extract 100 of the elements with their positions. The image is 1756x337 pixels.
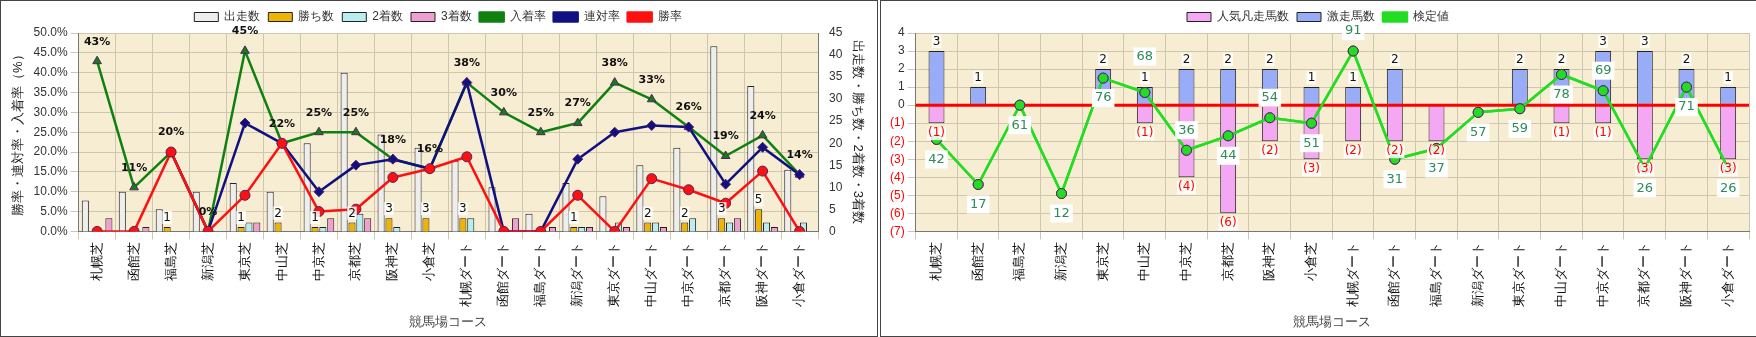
x-tick-label: 阪神ダート — [1678, 242, 1694, 308]
x-tick-label: 函館ダート — [1386, 242, 1402, 308]
data-label: 2 — [1266, 52, 1274, 67]
x-tick-label: 新潟ダート — [569, 242, 585, 308]
y-tick-label: 5.0% — [40, 203, 68, 218]
y2-tick-label: 5 — [829, 201, 837, 216]
x-tick-label: 中山芝 — [1136, 242, 1152, 282]
x-tick-label: 中山ダート — [643, 242, 659, 308]
data-label: 2 — [1516, 52, 1524, 67]
data-label: 24% — [749, 108, 776, 122]
legend-label: 人気凡走馬数 — [1217, 9, 1289, 24]
data-label: 1 — [1307, 70, 1316, 85]
data-label: 26 — [1636, 179, 1654, 195]
legend-label: 2着数 — [372, 9, 404, 24]
legend-label: 勝率 — [657, 9, 682, 24]
data-label: 2 — [643, 205, 652, 220]
y2-tick-label: 30 — [829, 91, 843, 106]
legend-label: 入着率 — [509, 9, 546, 24]
data-label: (2) — [1428, 143, 1445, 158]
data-label: 27% — [564, 96, 591, 110]
data-label: 1 — [1141, 70, 1149, 85]
y2-tick-label: 35 — [829, 69, 843, 84]
y2-tick-label: 20 — [829, 135, 843, 150]
data-label: 5 — [754, 192, 763, 207]
data-label: 3 — [422, 201, 430, 216]
data-label: 42 — [928, 150, 945, 166]
data-label: 68 — [1136, 47, 1154, 63]
data-label: (2) — [1261, 143, 1279, 158]
data-label: 2 — [1224, 52, 1232, 67]
data-label: 1 — [163, 210, 171, 225]
data-label: 33% — [638, 72, 665, 86]
legend-label: 出走数 — [224, 9, 261, 24]
y-tick-label: (2) — [889, 133, 905, 148]
data-label: 51 — [1303, 134, 1320, 150]
x-tick-label: 新潟芝 — [199, 242, 215, 282]
data-label: 71 — [1678, 98, 1695, 114]
data-label: (2) — [1386, 143, 1404, 158]
x-tick-label: 中京ダート — [680, 242, 696, 308]
y-tick-label: (1) — [889, 115, 905, 130]
data-label: 76 — [1094, 89, 1112, 105]
x-tick-label: 小倉芝 — [1303, 242, 1319, 282]
data-label: (1) — [1136, 125, 1154, 140]
x-tick-label: 函館芝 — [125, 242, 141, 282]
x-tick-label: 新潟芝 — [1053, 242, 1069, 282]
x-tick-label: 東京ダート — [1511, 242, 1527, 308]
y-tick-label: 3 — [897, 43, 905, 58]
data-label: 91 — [1344, 22, 1362, 38]
data-label: 26% — [675, 100, 702, 114]
data-label: (3) — [1303, 161, 1320, 176]
y-tick-label: (4) — [889, 169, 905, 184]
y-tick-label: (7) — [889, 223, 905, 238]
x-tick-label: 中京芝 — [310, 242, 326, 282]
data-label: 3 — [385, 201, 393, 216]
x-tick-label: 東京芝 — [236, 242, 252, 282]
y-tick-label: (6) — [889, 205, 905, 220]
y2-tick-label: 40 — [829, 47, 843, 62]
legend-label: 激走馬数 — [1327, 9, 1375, 24]
data-label: 38% — [453, 55, 480, 69]
x-tick-label: 札幌芝 — [88, 242, 104, 282]
data-label: 2 — [1557, 52, 1566, 67]
data-label: 38% — [601, 55, 628, 69]
x-tick-label: 札幌ダート — [1344, 242, 1360, 308]
y-tick-label: 1 — [897, 79, 905, 94]
data-label: 54 — [1261, 89, 1279, 105]
data-label: 44 — [1219, 147, 1237, 163]
x-tick-label: 東京芝 — [1094, 242, 1110, 282]
x-tick-label: 阪神芝 — [384, 242, 400, 282]
data-label: 14% — [786, 148, 813, 162]
y-tick-label: 20.0% — [33, 144, 68, 159]
data-label: 37 — [1428, 159, 1445, 175]
data-label: 69 — [1594, 62, 1612, 78]
x-tick-label: 中京芝 — [1178, 242, 1194, 282]
data-label: 3 — [459, 201, 467, 216]
legend-label: 連対率 — [583, 9, 620, 24]
data-label: 45% — [231, 24, 259, 38]
y2-tick-label: 45 — [829, 25, 843, 40]
data-label: 3 — [1641, 34, 1649, 49]
data-label: 3 — [717, 201, 726, 216]
legend-label: 3着数 — [441, 9, 472, 24]
x-tick-label: 札幌芝 — [928, 242, 944, 282]
x-tick-label: 福島ダート — [1428, 242, 1444, 308]
y-tick-label: 0 — [897, 97, 905, 112]
data-label: (6) — [1219, 215, 1237, 230]
x-tick-label: 新潟ダート — [1469, 242, 1485, 308]
data-label: 30% — [490, 85, 517, 99]
data-label: (1) — [1553, 125, 1570, 140]
data-label: 25% — [305, 105, 333, 119]
data-label: 19% — [712, 129, 739, 143]
data-label: 2 — [1182, 52, 1191, 67]
x-tick-label: 中山ダート — [1553, 242, 1569, 308]
data-label: (1) — [1594, 125, 1612, 140]
x-axis-title: 競馬場コース — [409, 313, 488, 329]
x-tick-label: 中山芝 — [273, 242, 289, 282]
x-tick-label: 中京ダート — [1594, 242, 1610, 308]
data-label: 36 — [1178, 121, 1195, 137]
x-tick-label: 福島芝 — [1011, 242, 1027, 282]
data-label: 2 — [1682, 52, 1691, 67]
data-label: (4) — [1178, 179, 1195, 194]
y-tick-label: 50.0% — [33, 25, 68, 40]
data-label: 59 — [1511, 120, 1529, 136]
